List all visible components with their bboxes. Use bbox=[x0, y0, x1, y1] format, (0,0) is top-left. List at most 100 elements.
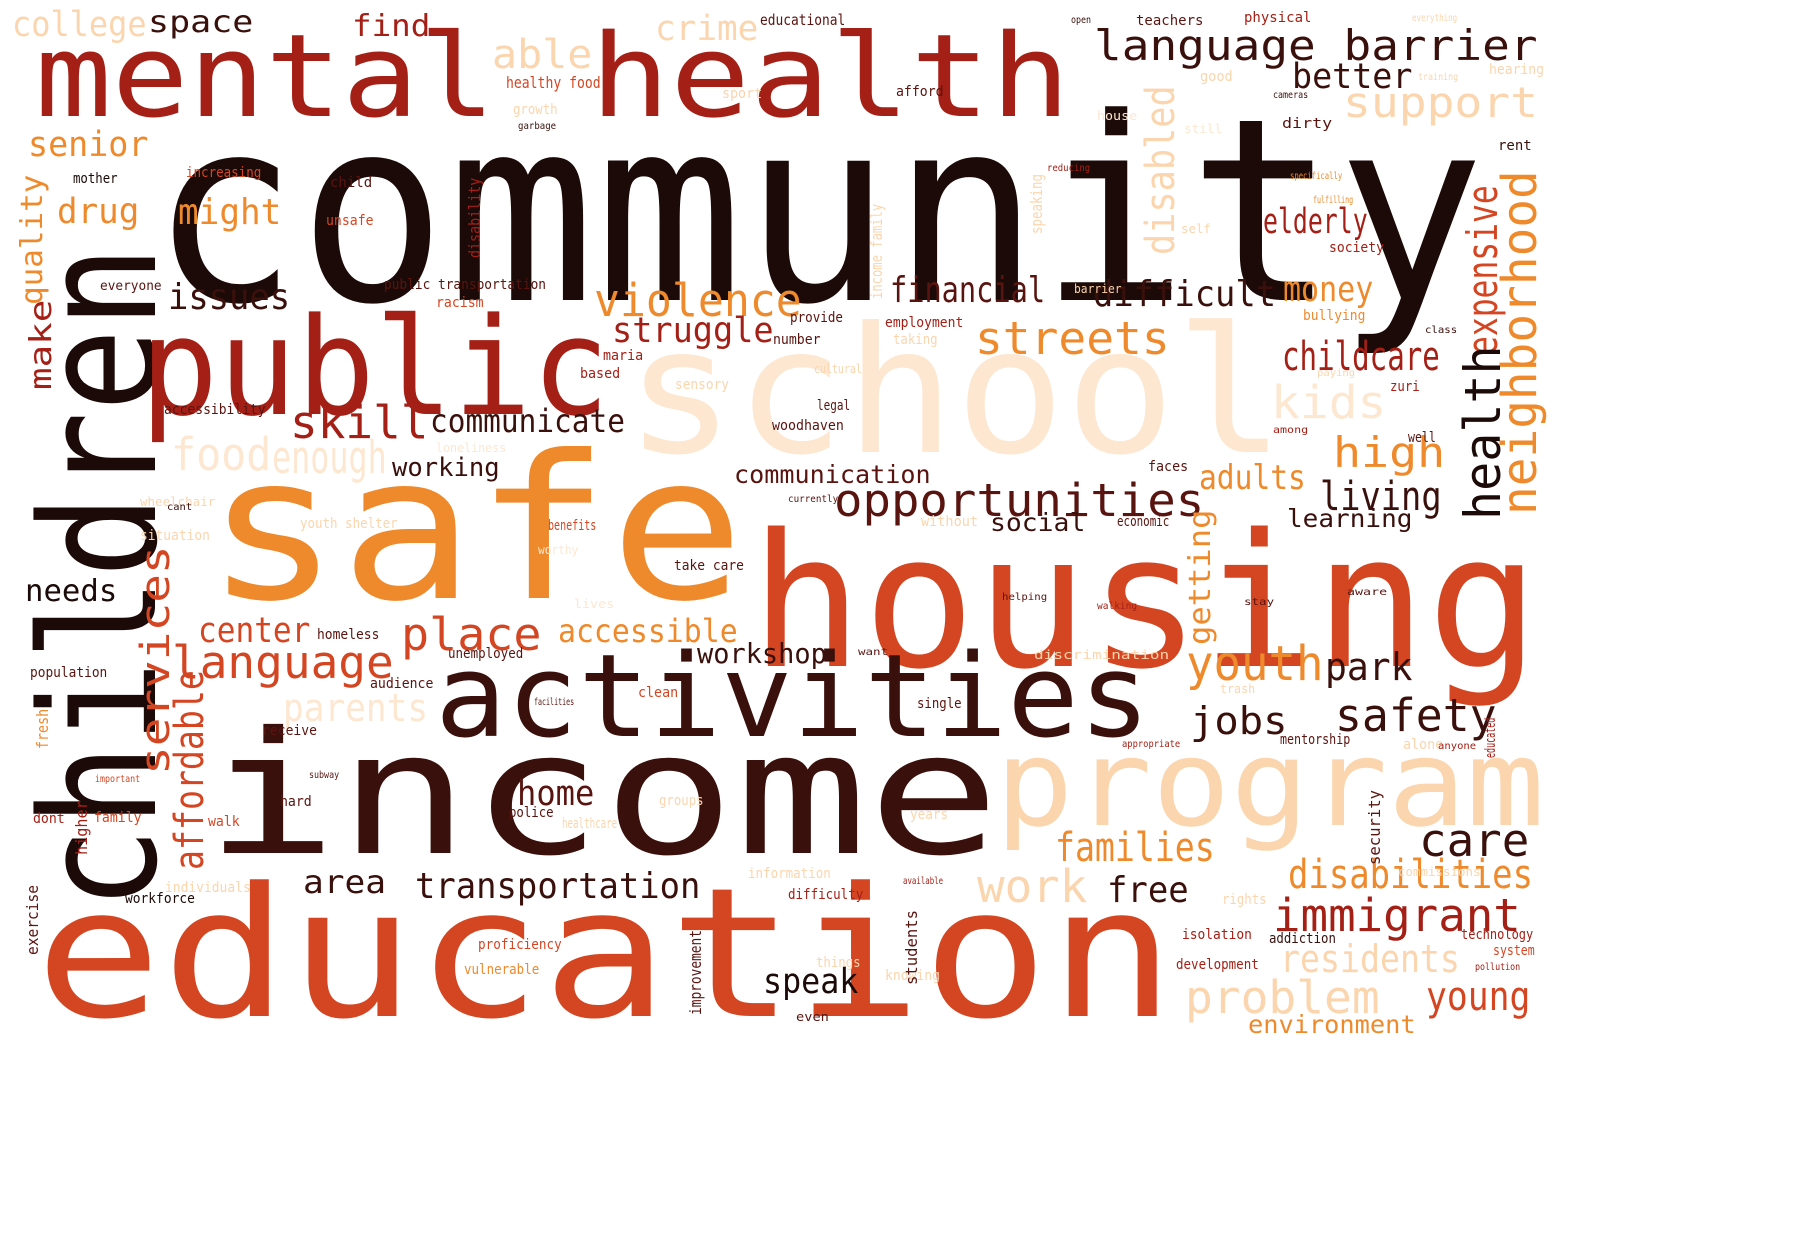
word-improvement: improvement bbox=[686, 930, 705, 1015]
word-educated: educated bbox=[1483, 717, 1499, 758]
word-teachers: teachers bbox=[1136, 13, 1204, 29]
word-training: training bbox=[1418, 72, 1459, 83]
word-income: income bbox=[205, 696, 1001, 894]
word-program: program bbox=[995, 715, 1545, 854]
word-employment: employment bbox=[885, 315, 964, 331]
word-communicate: communicate bbox=[430, 402, 625, 440]
word-afford: afford bbox=[896, 84, 944, 100]
word-park: park bbox=[1325, 645, 1413, 689]
word-cameras: cameras bbox=[1273, 90, 1309, 101]
word-groups: groups bbox=[659, 793, 704, 809]
word-available: available bbox=[903, 876, 944, 887]
word-drug: drug bbox=[57, 192, 140, 232]
word-proficiency: proficiency bbox=[478, 937, 562, 953]
word-well: well bbox=[1408, 430, 1436, 446]
word-unemployed: unemployed bbox=[448, 646, 524, 662]
word-rights: rights bbox=[1222, 892, 1267, 908]
word-environment: environment bbox=[1248, 1010, 1416, 1039]
word-discrimination: discrimination bbox=[1034, 648, 1170, 662]
word-without: without bbox=[921, 514, 979, 530]
word-parents: parents bbox=[283, 686, 429, 730]
word-food: food bbox=[171, 428, 272, 481]
word-system: system bbox=[1493, 943, 1535, 959]
word-school: school bbox=[625, 291, 1286, 494]
word-support: support bbox=[1343, 78, 1539, 127]
word-open: open bbox=[1071, 15, 1092, 26]
word-care: care bbox=[1419, 814, 1530, 867]
word-currently: currently bbox=[788, 494, 839, 505]
word-healthy-food: healthy food bbox=[506, 73, 601, 92]
word-audience: audience bbox=[370, 676, 434, 692]
word-sensory: sensory bbox=[675, 377, 730, 393]
word-issues: issues bbox=[168, 277, 291, 318]
word-anyone: anyone bbox=[1438, 741, 1477, 752]
word-jobs: jobs bbox=[1190, 699, 1288, 743]
word-unsafe: unsafe bbox=[326, 213, 374, 229]
word-sport: sport bbox=[722, 86, 763, 102]
word-financial: financial bbox=[890, 270, 1046, 311]
word-everyone: everyone bbox=[100, 279, 162, 294]
word-growth: growth bbox=[513, 102, 558, 118]
word-barrier: barrier bbox=[1074, 282, 1122, 296]
word-enough: enough bbox=[272, 431, 387, 484]
word-disabilities: disabilities bbox=[1288, 852, 1534, 898]
word-needs: needs bbox=[25, 574, 118, 609]
word-even: even bbox=[796, 1010, 829, 1024]
word-take-care: take care bbox=[674, 558, 744, 574]
word-safety: safety bbox=[1335, 689, 1497, 742]
word-subway: subway bbox=[309, 770, 340, 781]
word-addiction: addiction bbox=[1269, 931, 1336, 947]
word-loneliness: loneliness bbox=[436, 441, 507, 455]
word-specifically: specifically bbox=[1290, 171, 1343, 182]
word-disabled: disabled bbox=[1138, 85, 1184, 255]
word-education: education bbox=[35, 850, 1176, 1059]
word-living: living bbox=[1320, 474, 1442, 520]
word-violence: violence bbox=[594, 274, 802, 327]
word-important: important bbox=[95, 774, 141, 785]
word-working: working bbox=[392, 453, 500, 483]
word-helping: helping bbox=[1002, 592, 1048, 603]
word-speak: speak bbox=[763, 962, 859, 1002]
word-exercise: exercise bbox=[23, 884, 42, 955]
word-health: health bbox=[1454, 345, 1512, 520]
word-physical: physical bbox=[1244, 10, 1312, 26]
word-better: better bbox=[1292, 57, 1413, 97]
word-childcare: childcare bbox=[1282, 334, 1440, 380]
word-streets: streets bbox=[975, 312, 1170, 365]
word-individuals: individuals bbox=[165, 880, 251, 896]
word-learning: learning bbox=[1287, 504, 1413, 533]
word-family: family bbox=[94, 810, 142, 826]
word-communication: communication bbox=[734, 460, 931, 489]
word-workforce: workforce bbox=[125, 891, 195, 907]
word-technology: technology bbox=[1461, 927, 1534, 943]
word-reducing: reducing bbox=[1047, 163, 1091, 174]
word-home: home bbox=[517, 774, 595, 814]
word-quality: quality bbox=[15, 174, 50, 305]
word-maria: maria bbox=[603, 348, 644, 364]
word-educational: educational bbox=[760, 11, 846, 29]
word-isolation: isolation bbox=[1182, 927, 1252, 943]
word-paying: paying bbox=[1317, 368, 1356, 379]
word-rent: rent bbox=[1498, 138, 1532, 154]
word-homeless: homeless bbox=[317, 627, 380, 643]
word-problem: problem bbox=[1185, 971, 1380, 1024]
word-mother: mother bbox=[73, 171, 118, 187]
word-everything: everything bbox=[1412, 13, 1458, 24]
word-cant: cant bbox=[167, 502, 193, 513]
word-skill: skill bbox=[290, 396, 429, 449]
word-hearing: hearing bbox=[1489, 62, 1545, 78]
word-difficulty: difficulty bbox=[788, 887, 864, 903]
word-free: free bbox=[1107, 870, 1189, 911]
word-families: families bbox=[1055, 825, 1215, 871]
word-area: area bbox=[303, 863, 387, 901]
word-appropriate: appropriate bbox=[1122, 739, 1181, 750]
word-stay: stay bbox=[1244, 597, 1275, 608]
word-want: want bbox=[858, 647, 889, 658]
word-faces: faces bbox=[1148, 459, 1189, 475]
word-receive: receive bbox=[262, 723, 318, 739]
word-activities: activities bbox=[435, 630, 1151, 764]
word-benefits: benefits bbox=[548, 518, 597, 534]
word-based: based bbox=[580, 366, 621, 382]
word-able: able bbox=[492, 32, 593, 78]
